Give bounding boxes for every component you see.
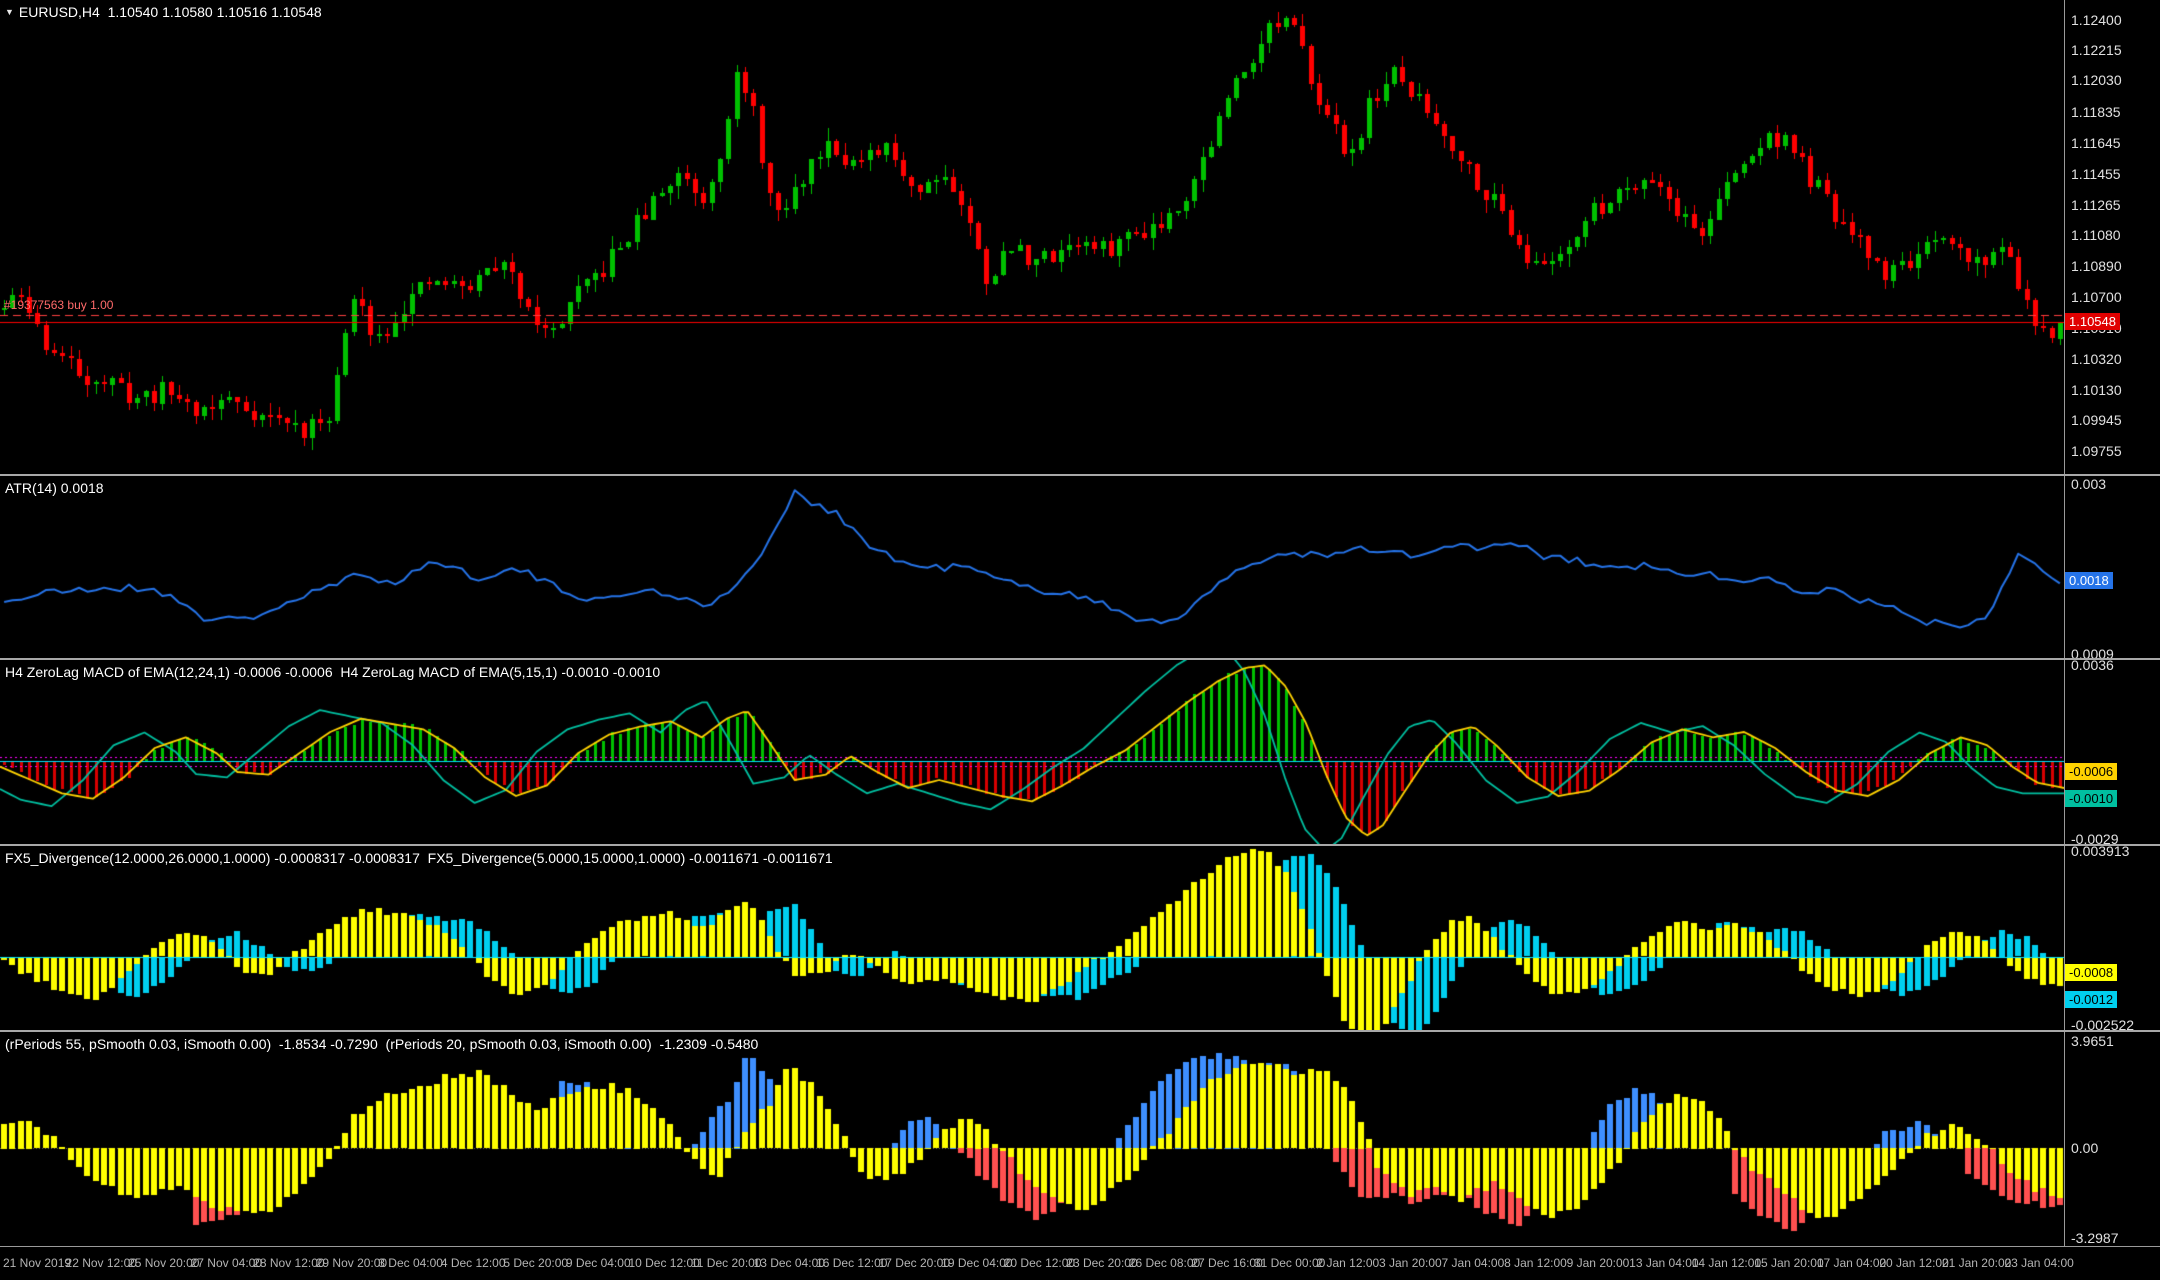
price-scale-axis[interactable]: 1.12400 1.12215 1.12030 1.11835 1.11645 1.114… — [2064, 0, 2160, 474]
time-label: 23 Jan 04:00 — [2004, 1256, 2074, 1270]
scale-label: 1.12215 — [2071, 42, 2122, 59]
scale-label: 1.10890 — [2071, 258, 2122, 275]
atr-scale-axis[interactable]: 0.003 0.0009 0.0018 — [2064, 476, 2160, 662]
scale-label: 0.0036 — [2071, 657, 2114, 674]
time-label: 14 Jan 12:00 — [1691, 1256, 1762, 1270]
time-label: 3 Jan 20:00 — [1379, 1256, 1442, 1270]
time-label: 7 Jan 04:00 — [1441, 1256, 1505, 1270]
scale-label: -0.002522 — [2071, 1017, 2135, 1034]
fx5-fast-marker: -0.0012 — [2065, 991, 2118, 1009]
pane-separator[interactable] — [0, 474, 2160, 476]
scale-label: -3.2987 — [2071, 1229, 2119, 1246]
symbol-ohlc-label: EURUSD,H4 1.10540 1.10580 1.10516 1.1054… — [18, 4, 322, 20]
scale-label: 1.09945 — [2071, 412, 2122, 429]
scale-label: 1.12030 — [2071, 72, 2122, 89]
pane-separator[interactable] — [0, 844, 2160, 846]
time-label: 27 Dec 16:00 — [1191, 1256, 1263, 1270]
time-label: 8 Jan 12:00 — [1504, 1256, 1567, 1270]
scale-label: 0.003913 — [2071, 843, 2130, 860]
atr-indicator-canvas[interactable] — [0, 476, 2064, 658]
time-label: 20 Dec 12:00 — [1003, 1256, 1076, 1270]
time-label: 9 Dec 04:00 — [565, 1256, 631, 1270]
time-label: 28 Nov 12:00 — [253, 1256, 325, 1270]
time-label: 19 Dec 04:00 — [941, 1256, 1013, 1270]
time-label: 11 Dec 20:00 — [691, 1256, 762, 1270]
price-pane-title: ▼ EURUSD,H4 1.10540 1.10580 1.10516 1.105… — [5, 4, 322, 20]
scale-label: 1.11265 — [2071, 197, 2121, 214]
time-label: 17 Jan 04:00 — [1816, 1256, 1887, 1270]
time-label: 27 Nov 04:00 — [190, 1256, 263, 1270]
scale-label: 3.9651 — [2071, 1033, 2114, 1050]
fx5-slow-marker: -0.0008 — [2065, 964, 2118, 982]
fx5-label: FX5_Divergence(12.0000,26.0000,1.0000) -… — [5, 850, 833, 866]
scale-label: 1.11835 — [2071, 104, 2121, 121]
time-label: 29 Nov 20:00 — [315, 1256, 388, 1270]
pane-atr: ATR(14) 0.0018 0.003 0.0009 0.0018 — [0, 476, 2160, 662]
time-axis[interactable]: 21 Nov 2019 22 Nov 12:00 25 Nov 20:00 27 No… — [0, 1246, 2160, 1280]
pane-price: ▼ EURUSD,H4 1.10540 1.10580 1.10516 1.105… — [0, 0, 2160, 474]
scale-label: 1.12400 — [2071, 12, 2122, 29]
time-label: 22 Nov 12:00 — [65, 1256, 137, 1270]
scale-label: 1.11455 — [2071, 166, 2121, 183]
time-label: 15 Jan 20:00 — [1754, 1256, 1824, 1270]
pane-fx5: FX5_Divergence(12.0000,26.0000,1.0000) -… — [0, 843, 2160, 1034]
fx5-pane-title: FX5_Divergence(12.0000,26.0000,1.0000) -… — [5, 850, 833, 866]
order-line-label[interactable]: #19377563 buy 1.00 — [4, 298, 114, 313]
time-label: 13 Jan 04:00 — [1629, 1256, 1699, 1270]
oscillator-scale-axis[interactable]: 3.9651 0.00 -3.2987 — [2064, 1032, 2160, 1246]
oscillator-pane-title: (rPeriods 55, pSmooth 0.03, iSmooth 0.00… — [5, 1036, 758, 1052]
scale-label: 1.10700 — [2071, 289, 2122, 306]
scale-label: 0.003 — [2071, 476, 2107, 493]
atr-value-marker: 0.0018 — [2065, 572, 2113, 590]
time-label: 2 Jan 12:00 — [1316, 1256, 1380, 1270]
time-label: 25 Nov 20:00 — [128, 1256, 200, 1270]
scale-label: 0.0009 — [2071, 645, 2114, 662]
time-label: 21 Jan 20:00 — [1941, 1256, 2012, 1270]
time-label: 13 Dec 04:00 — [753, 1256, 825, 1270]
pane-macd: H4 ZeroLag MACD of EMA(12,24,1) -0.0006 … — [0, 657, 2160, 847]
time-label: 16 Dec 12:00 — [816, 1256, 888, 1270]
oscillator-canvas[interactable] — [0, 1032, 2064, 1246]
macd-label: H4 ZeroLag MACD of EMA(12,24,1) -0.0006 … — [5, 664, 661, 680]
price-chart-canvas[interactable] — [0, 0, 2064, 474]
symbol-marker-icon: ▼ — [5, 7, 14, 17]
time-label: 20 Jan 12:00 — [1879, 1256, 1949, 1270]
scale-label: 1.10320 — [2071, 351, 2122, 368]
fx5-divergence-canvas[interactable] — [0, 846, 2064, 1030]
time-label: 23 Dec 20:00 — [1066, 1256, 1138, 1270]
pane-separator[interactable] — [0, 658, 2160, 660]
pane-oscillator: (rPeriods 55, pSmooth 0.03, iSmooth 0.00… — [0, 1032, 2160, 1246]
atr-label: ATR(14) 0.0018 — [5, 480, 104, 496]
oscillator-label: (rPeriods 55, pSmooth 0.03, iSmooth 0.00… — [5, 1036, 759, 1052]
time-label: 31 Dec 00:00 — [1253, 1256, 1326, 1270]
macd-slow-marker: -0.0006 — [2065, 763, 2118, 780]
bid-price-marker: 1.10548 — [2065, 313, 2120, 331]
scale-label: -0.0029 — [2071, 830, 2119, 847]
pane-separator[interactable] — [0, 1030, 2160, 1032]
time-label: 17 Dec 20:00 — [878, 1256, 951, 1270]
scale-label: 1.09755 — [2071, 443, 2122, 460]
macd-scale-axis[interactable]: 0.0036 -0.0029 -0.0006 -0.0010 — [2064, 657, 2160, 847]
time-label: 3 Dec 04:00 — [378, 1256, 443, 1270]
time-label: 5 Dec 20:00 — [503, 1256, 569, 1270]
macd-fast-marker: -0.0010 — [2065, 789, 2118, 807]
time-label: 10 Dec 12:00 — [628, 1256, 700, 1270]
time-label: 21 Nov 2019 — [3, 1256, 72, 1270]
macd-pane-title: H4 ZeroLag MACD of EMA(12,24,1) -0.0006 … — [5, 664, 660, 680]
macd-indicator-canvas[interactable] — [0, 660, 2064, 844]
scale-label: 1.11080 — [2071, 227, 2121, 244]
time-label: 9 Jan 20:00 — [1566, 1256, 1630, 1270]
scale-label: 1.10130 — [2071, 382, 2122, 399]
time-label: 4 Dec 12:00 — [440, 1256, 506, 1270]
time-label: 26 Dec 08:00 — [1128, 1256, 1201, 1270]
atr-pane-title: ATR(14) 0.0018 — [5, 480, 104, 496]
fx5-scale-axis[interactable]: 0.003913 -0.002522 -0.0008 -0.0012 — [2064, 843, 2160, 1034]
scale-label: 1.11645 — [2071, 135, 2121, 152]
scale-label: 0.00 — [2071, 1140, 2099, 1157]
